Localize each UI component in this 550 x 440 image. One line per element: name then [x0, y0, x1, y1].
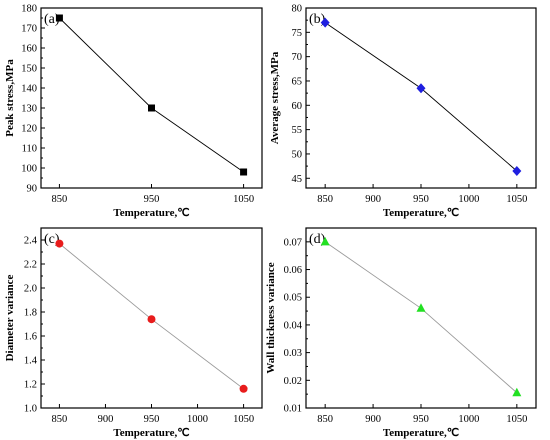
panel-c-x-axis-title: Temperature,℃	[113, 427, 189, 439]
panel-d-x-axis-title: Temperature,℃	[383, 427, 459, 439]
panel-b-x-tick-label: 850	[317, 194, 333, 205]
panel-d-x-tick-label: 950	[413, 414, 429, 425]
panel-d-panel-label: (d)	[309, 232, 326, 247]
panel-d-x-tick-label: 900	[365, 414, 381, 425]
panel-a-data-point	[148, 104, 155, 112]
panel-a-y-tick-label: 160	[21, 44, 37, 55]
panel-d-x-tick-label: 1000	[458, 414, 479, 425]
panel-d-data-point	[320, 236, 330, 246]
panel-a-y-tick-label: 110	[22, 144, 37, 155]
panel-d-plot-frame	[305, 227, 537, 409]
panel-c-y-tick-label: 2.0	[24, 284, 37, 295]
panel-a-y-tick-label: 100	[21, 164, 37, 175]
panel-a-data-point	[240, 168, 248, 176]
panel-b-data-point	[416, 83, 426, 94]
panel-a-x-tick-label: 850	[52, 194, 68, 205]
panel-b-y-tick-label: 80	[292, 4, 303, 15]
panel-b-y-tick-label: 70	[292, 52, 303, 63]
panel-a-data-point	[55, 14, 63, 22]
panel-c-data-point	[239, 384, 248, 393]
panel-b-plot-frame	[305, 7, 537, 189]
panel-b-y-tick-label: 45	[292, 174, 303, 185]
panel-d-data-point	[416, 303, 426, 312]
panel-b-series-line	[324, 22, 518, 172]
panel-c-y-tick-label: 1.8	[24, 308, 37, 319]
panel-a-plot-frame	[40, 7, 263, 189]
panel-a-series-line	[59, 17, 244, 173]
panel-a-x-tick-label: 1050	[233, 194, 254, 205]
panel-a: 850 950 1050 90 100 110 120 130 140 150 160 170 180 T…	[4, 4, 263, 219]
panel-a-x-axis-title: Temperature,℃	[113, 207, 189, 219]
panel-a-y-tick-label: 170	[21, 24, 37, 35]
panel-c-y-tick-label: 2.2	[24, 260, 37, 271]
panel-a-y-tick-label: 150	[21, 64, 37, 75]
panel-c-y-tick-label: 1.2	[24, 380, 37, 391]
panel-b-x-tick-label: 950	[413, 194, 429, 205]
panel-d-y-tick-label: 0.05	[284, 293, 302, 304]
panel-d-y-tick-label: 0.07	[284, 237, 302, 248]
panel-a-y-axis-title: Peak stress,MPa	[4, 59, 16, 137]
panel-c-x-tick-label: 850	[52, 414, 68, 425]
panel-c-data-point	[55, 239, 64, 248]
panel-a-panel-label: (a)	[44, 12, 60, 27]
panel-d-x-tick-label: 850	[317, 414, 333, 425]
panel-d-y-axis-title: Wall thickness variance	[265, 262, 277, 373]
panel-b-data-point	[512, 165, 522, 176]
panel-d-y-tick-label: 0.04	[284, 320, 303, 331]
panel-b-x-tick-label: 900	[365, 194, 381, 205]
panel-c-x-tick-label: 950	[144, 414, 160, 425]
panel-d-y-tick-label: 0.03	[284, 348, 302, 359]
panel-b-y-tick-label: 55	[292, 125, 303, 136]
panel-a-y-tick-label: 130	[21, 104, 37, 115]
panel-c-y-tick-label: 1.4	[24, 356, 38, 367]
panel-c-y-tick-label: 1.6	[24, 332, 37, 343]
panel-b: 850 900 950 1000 1050 45 50 55 60 65 70 75 80 Tempera…	[269, 4, 537, 219]
panel-d-y-tick-label: 0.01	[284, 404, 302, 415]
panel-a-y-tick-label: 140	[21, 84, 37, 95]
panel-a-x-tick-label: 950	[144, 194, 160, 205]
panel-d-data-point	[512, 387, 522, 397]
panel-c-x-tick-label: 900	[98, 414, 114, 425]
panel-b-y-axis-title: Average stress,MPa	[269, 51, 281, 144]
panel-c-y-axis-title: Diameter variance	[4, 274, 16, 361]
panel-c-x-tick-label: 1000	[187, 414, 208, 425]
panel-b-x-tick-label: 1000	[458, 194, 479, 205]
panel-b-x-tick-label: 1050	[506, 194, 527, 205]
panel-c-data-point	[147, 315, 156, 324]
panel-a-y-tick-label: 180	[21, 4, 37, 15]
panel-b-y-tick-label: 75	[292, 28, 303, 39]
panel-c-y-tick-label: 1.0	[24, 404, 37, 415]
panel-a-y-tick-label: 120	[21, 124, 37, 135]
panel-d-x-tick-label: 1050	[506, 414, 527, 425]
panel-b-y-tick-label: 65	[292, 76, 303, 87]
panel-b-y-tick-label: 50	[292, 149, 303, 160]
panel-b-y-tick-label: 60	[292, 101, 303, 112]
panel-d-series-line	[324, 241, 518, 394]
panel-d: 850 900 950 1000 1050 0.01 0.02 0.03 0.04 0.05 0.0…	[265, 227, 537, 439]
panel-d-y-tick-label: 0.06	[284, 265, 302, 276]
panel-d-y-tick-label: 0.02	[284, 376, 302, 387]
panel-c-x-tick-label: 1050	[233, 414, 254, 425]
panel-c: 850 900 950 1000 1050 1.0 1.2 1.4 1.6 1.8 2.0 2.2 2.…	[4, 227, 263, 439]
panel-a-y-tick-label: 90	[27, 184, 38, 195]
panel-b-data-point	[320, 17, 330, 28]
panel-c-y-tick-label: 2.4	[24, 236, 38, 247]
panel-b-x-axis-title: Temperature,℃	[383, 207, 459, 219]
